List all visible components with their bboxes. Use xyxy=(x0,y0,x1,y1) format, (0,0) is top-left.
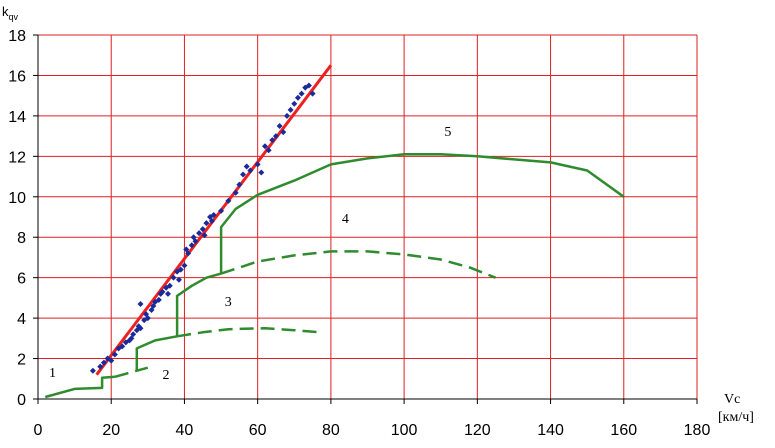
x-axis-label: Vc xyxy=(724,392,740,407)
scatter-point xyxy=(283,112,290,119)
series-line-4 xyxy=(220,250,497,279)
series-label-5: 5 xyxy=(444,125,451,140)
series-layer xyxy=(44,64,625,399)
scatter-point xyxy=(225,197,232,204)
scatter-point xyxy=(201,232,208,239)
scatter-point xyxy=(192,238,199,245)
scatter-point xyxy=(137,300,144,307)
scatter-point xyxy=(210,211,217,218)
scatter-point xyxy=(258,169,265,176)
y-tick-label: 10 xyxy=(8,190,26,207)
scatter-point xyxy=(97,363,104,370)
scatter-point xyxy=(166,282,173,289)
scatter-point xyxy=(181,262,188,269)
scatter-point xyxy=(218,207,225,214)
scatter-point xyxy=(265,147,272,154)
scatter-point xyxy=(298,90,305,97)
x-tick-label: 100 xyxy=(391,422,418,439)
series-label-1: 1 xyxy=(49,366,56,381)
scatter-point xyxy=(272,133,279,140)
scatter-layer xyxy=(89,82,316,374)
y-tick-label: 18 xyxy=(8,28,26,45)
scatter-point xyxy=(137,325,144,332)
scatter-point xyxy=(199,226,206,233)
scatter-point xyxy=(208,218,215,225)
scatter-point xyxy=(188,242,195,249)
scatter-point xyxy=(247,167,254,174)
scatter-point xyxy=(111,351,118,358)
x-tick-label: 140 xyxy=(537,422,564,439)
scatter-point xyxy=(254,161,261,168)
scatter-point xyxy=(294,94,301,101)
label-layer: 1 2 3 4 5 xyxy=(49,125,451,383)
x-tick-label: 120 xyxy=(464,422,491,439)
scatter-point xyxy=(196,230,203,237)
x-tick-label: 180 xyxy=(684,422,711,439)
scatter-point xyxy=(269,137,276,144)
scatter-point xyxy=(159,288,166,295)
grid xyxy=(37,34,698,400)
y-tick-label: 4 xyxy=(17,311,26,328)
x-tick-label: 40 xyxy=(176,422,194,439)
scatter-point xyxy=(170,274,177,281)
scatter-point xyxy=(291,100,298,107)
scatter-point xyxy=(309,90,316,97)
scatter-point xyxy=(203,220,210,227)
scatter-point xyxy=(175,276,182,283)
scatter-point xyxy=(130,331,137,338)
scatter-point xyxy=(185,250,192,257)
scatter-point xyxy=(280,129,287,136)
series-label-2: 2 xyxy=(162,368,169,383)
series-line-3 xyxy=(135,272,222,371)
scatter-point xyxy=(100,359,107,366)
scatter-point xyxy=(232,189,239,196)
scatter-point xyxy=(144,315,151,322)
y-tick-label: 16 xyxy=(8,68,26,85)
x-tick-label: 60 xyxy=(249,422,267,439)
scatter-point xyxy=(177,266,184,273)
scatter-point xyxy=(240,171,247,178)
scatter-point xyxy=(287,106,294,113)
scatter-point xyxy=(261,143,268,150)
series-label-3: 3 xyxy=(225,295,232,310)
y-axis-label: kqv xyxy=(2,4,19,22)
y-tick-label: 12 xyxy=(8,149,26,166)
series-line-5 xyxy=(219,153,625,274)
scatter-point xyxy=(305,82,312,89)
scatter-point xyxy=(119,343,126,350)
y-tick-label: 6 xyxy=(17,271,26,288)
y-tick-label: 0 xyxy=(17,392,26,409)
series-line-1 xyxy=(44,375,115,399)
y-tick-label: 2 xyxy=(17,352,26,369)
x-tick-label: 160 xyxy=(610,422,637,439)
series-label-4: 4 xyxy=(342,212,349,227)
y-tick-label: 8 xyxy=(17,230,26,247)
scatter-point xyxy=(155,296,162,303)
y-tick-label: 14 xyxy=(8,109,26,126)
series-line-3-dashed xyxy=(176,326,321,338)
scatter-point xyxy=(108,357,115,364)
x-axis-unit: [км/ч] xyxy=(718,410,754,425)
scatter-point xyxy=(276,123,283,129)
x-tick-label: 20 xyxy=(102,422,120,439)
scatter-point xyxy=(236,181,243,188)
scatter-point xyxy=(243,163,250,170)
series-line-2 xyxy=(114,366,149,379)
scatter-point xyxy=(89,367,96,374)
x-tick-label: 80 xyxy=(322,422,340,439)
x-tick-label: 0 xyxy=(34,422,43,439)
scatter-point xyxy=(164,290,171,297)
